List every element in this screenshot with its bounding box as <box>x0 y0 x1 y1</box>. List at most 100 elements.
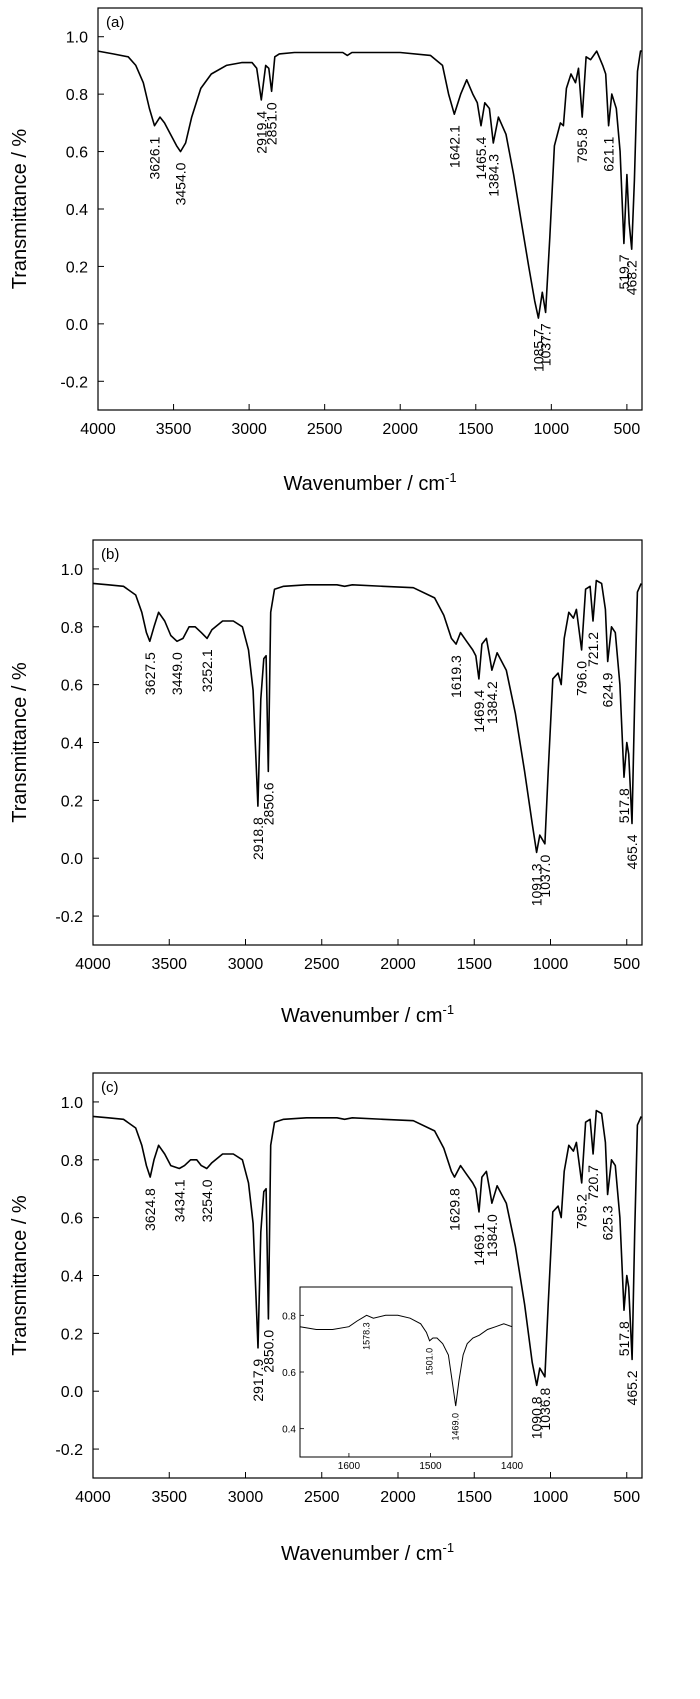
peak-label: 1085.7 <box>530 329 546 372</box>
y-tick-label: 0.8 <box>66 87 88 104</box>
x-tick-label: 1000 <box>534 421 570 438</box>
inset-x-tick-label: 1600 <box>338 1461 361 1472</box>
x-tick-label: 1500 <box>456 1489 492 1506</box>
x-tick-label: 2500 <box>307 421 343 438</box>
y-tick-label: -0.2 <box>55 909 83 926</box>
x-tick-label: 3000 <box>231 421 267 438</box>
panel-label: (b) <box>101 546 119 563</box>
inset-panel: 1600 1500 1400 0.4 0.6 0.8 1578.3 1501.0 1469.0 <box>282 1286 524 1472</box>
spectrum-line <box>92 579 642 854</box>
y-tick-label: -0.2 <box>60 374 88 391</box>
y-tick-label: -0.2 <box>55 1442 83 1459</box>
spectrum-line <box>92 1109 642 1387</box>
peak-label: 3252.1 <box>199 649 215 692</box>
panel-label: (a) <box>106 14 124 31</box>
x-tick-label: 500 <box>613 956 640 973</box>
chart-panel-0: (a) 4000 3500 3000 2500 2000 1500 1000 500 -0.2 0.… <box>9 7 643 495</box>
x-tick-label: 1000 <box>533 1489 569 1506</box>
x-tick-label: 2000 <box>380 1489 416 1506</box>
y-tick-label: 0.0 <box>61 1384 83 1401</box>
x-tick-label: 2000 <box>382 421 418 438</box>
inset-x-tick-label: 1500 <box>419 1461 442 1472</box>
spectrum-line <box>97 50 642 319</box>
x-tick-label: 3500 <box>151 1489 187 1506</box>
inset-y-tick-label: 0.6 <box>282 1368 296 1379</box>
peak-label: 1036.8 <box>537 1388 553 1431</box>
peak-label: 1469.4 <box>471 690 487 733</box>
peak-label: 1384.2 <box>484 681 500 724</box>
peak-label: 3434.1 <box>171 1179 187 1222</box>
x-tick-label: 2000 <box>380 956 416 973</box>
y-tick-label: 0.0 <box>61 851 83 868</box>
peak-label: 795.8 <box>574 128 590 163</box>
peak-label: 3627.5 <box>142 652 158 695</box>
peak-label: 796.0 <box>574 661 590 696</box>
y-tick-label: 0.8 <box>61 620 83 637</box>
peak-label: 1465.4 <box>473 137 489 180</box>
y-tick-label: 0.6 <box>66 145 88 162</box>
inset-peak-label: 1501.0 <box>425 1348 435 1376</box>
x-tick-label: 3000 <box>228 1489 264 1506</box>
peak-label: 1469.1 <box>471 1223 487 1266</box>
inset-y-tick-label: 0.4 <box>282 1425 296 1436</box>
panel-label: (c) <box>101 1079 119 1096</box>
peak-label: 1090.8 <box>529 1396 545 1439</box>
peak-label: 621.1 <box>601 137 617 172</box>
peak-label: 625.3 <box>600 1205 616 1240</box>
chart-panel-1: (b) 4000 3500 3000 2500 2000 1500 1000 500 -0.2 0.… <box>9 539 643 1027</box>
peak-label: 2919.4 <box>253 111 269 154</box>
peak-label: 3254.0 <box>199 1179 215 1222</box>
y-axis-title: Transmittance / % <box>9 1195 31 1356</box>
y-tick-label: 0.0 <box>66 317 88 334</box>
peak-label: 721.2 <box>585 632 601 667</box>
y-tick-label: 0.8 <box>61 1153 83 1170</box>
plot-frame <box>97 7 643 411</box>
peak-label: 1384.3 <box>485 154 501 197</box>
x-tick-label: 3500 <box>151 956 187 973</box>
peak-label: 2850.0 <box>260 1330 276 1373</box>
x-tick-label: 4000 <box>75 956 111 973</box>
plot-frame <box>92 539 643 946</box>
y-tick-label: 0.2 <box>66 259 88 276</box>
peak-label: 465.2 <box>624 1370 640 1405</box>
inset-y-tick-label: 0.8 <box>282 1311 296 1322</box>
x-tick-label: 1000 <box>533 956 569 973</box>
inset-spectrum-line <box>299 1314 513 1407</box>
y-tick-label: 0.4 <box>61 1269 83 1286</box>
peak-label: 1037.0 <box>537 855 553 898</box>
x-tick-label: 3500 <box>156 421 192 438</box>
peak-label: 1629.8 <box>446 1188 462 1231</box>
x-tick-label: 2500 <box>304 1489 340 1506</box>
peak-label: 3626.1 <box>147 137 163 180</box>
inset-peak-label: 1469.0 <box>451 1413 461 1441</box>
x-tick-label: 4000 <box>75 1489 111 1506</box>
peak-label: 1642.1 <box>446 125 462 168</box>
y-tick-label: 1.0 <box>66 30 88 47</box>
y-tick-label: 0.2 <box>61 1326 83 1343</box>
peak-label: 3454.0 <box>173 162 189 205</box>
inset-peak-label: 1578.3 <box>362 1322 372 1350</box>
y-axis-title: Transmittance / % <box>9 129 31 290</box>
peak-label: 517.8 <box>616 1321 632 1356</box>
peak-label: 1037.7 <box>538 323 554 366</box>
peak-label: 1384.0 <box>484 1214 500 1257</box>
x-axis-title: Wavenumber / cm-1 <box>281 1540 454 1565</box>
peak-label: 720.7 <box>585 1165 601 1200</box>
peak-label: 2918.8 <box>250 817 266 860</box>
x-tick-label: 4000 <box>80 421 116 438</box>
peak-label: 465.4 <box>624 834 640 869</box>
y-tick-label: 0.6 <box>61 1211 83 1228</box>
y-tick-label: 1.0 <box>61 562 83 579</box>
peak-label: 2917.9 <box>250 1359 266 1402</box>
x-tick-label: 1500 <box>456 956 492 973</box>
chart-panel-2: (c) 4000 3500 3000 2500 2000 1500 1000 500 -0.2 0.… <box>9 1072 643 1565</box>
peak-label: 519.7 <box>616 254 632 289</box>
x-tick-label: 500 <box>614 421 641 438</box>
peak-label: 468.2 <box>624 260 640 295</box>
peak-label: 2850.6 <box>260 782 276 825</box>
peak-label: 3449.0 <box>169 652 185 695</box>
inset-x-tick-label: 1400 <box>501 1461 524 1472</box>
peak-label: 517.8 <box>616 788 632 823</box>
inset-frame <box>299 1286 513 1458</box>
